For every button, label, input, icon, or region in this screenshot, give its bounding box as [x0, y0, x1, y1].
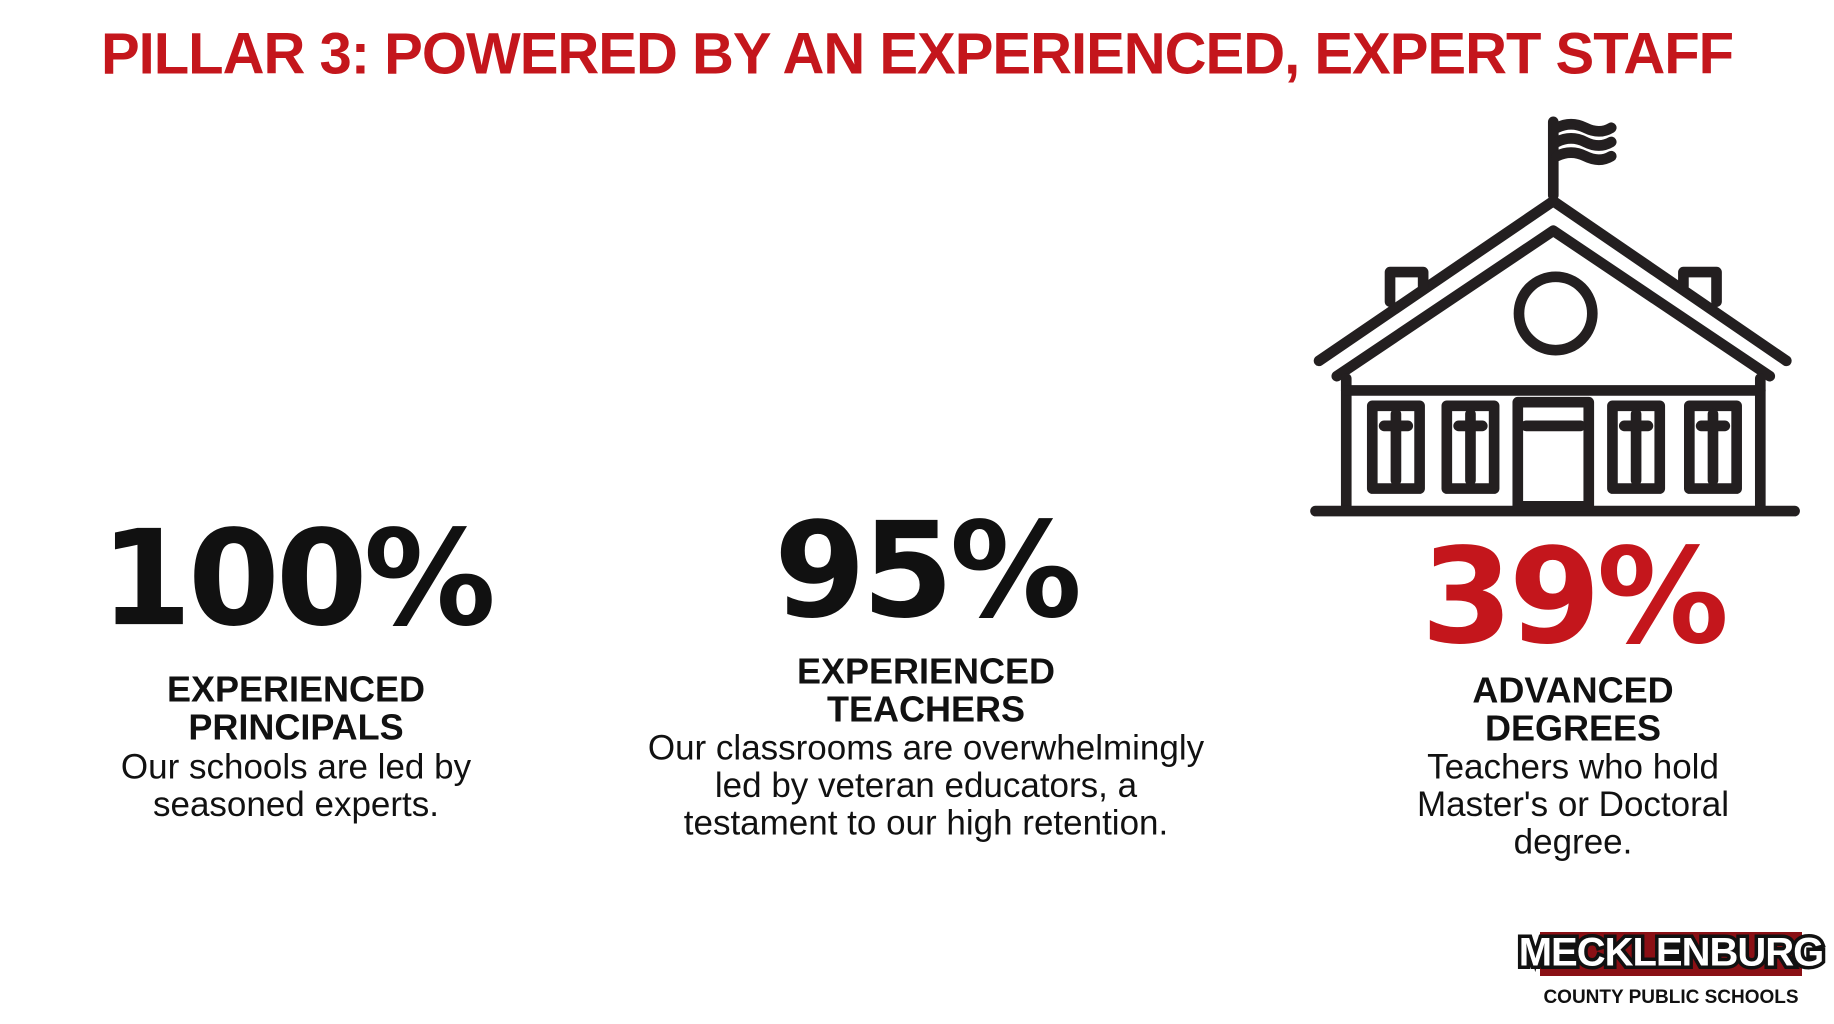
- stat-label: EXPERIENCED: [797, 651, 1055, 692]
- stat-description: seasoned experts.: [153, 785, 439, 824]
- stat-value: 95%: [774, 494, 1079, 648]
- stat-description: Master's or Doctoral: [1417, 785, 1729, 824]
- stat-value: 39%: [1421, 520, 1726, 674]
- logo-name: MECKLENBURG: [1519, 931, 1824, 975]
- stat-description: led by veteran educators, a: [715, 766, 1138, 805]
- stat-label: DEGREES: [1485, 708, 1661, 749]
- stat-description: Our schools are led by: [121, 747, 472, 786]
- logo-bg: [1540, 932, 1802, 976]
- stat-label: TEACHERS: [827, 689, 1025, 730]
- stat-label: PRINCIPALS: [188, 707, 403, 748]
- logo: MECKLENBURG COUNTY PUBLIC SCHOOLS: [1515, 927, 1828, 1008]
- stat-description: testament to our high retention.: [684, 803, 1168, 842]
- stat-value: 100%: [100, 502, 493, 656]
- stat-description: Our classrooms are overwhelmingly: [648, 728, 1205, 767]
- stat-label: EXPERIENCED: [167, 669, 425, 710]
- stat-description: Teachers who hold: [1427, 747, 1719, 786]
- logo-subtitle: COUNTY PUBLIC SCHOOLS: [1543, 987, 1798, 1008]
- stat-description: degree.: [1514, 822, 1633, 861]
- school-icon: [1310, 116, 1800, 517]
- stat-label: ADVANCED: [1472, 670, 1673, 711]
- title: PILLAR 3: POWERED BY AN EXPERIENCED, EXP…: [101, 21, 1733, 86]
